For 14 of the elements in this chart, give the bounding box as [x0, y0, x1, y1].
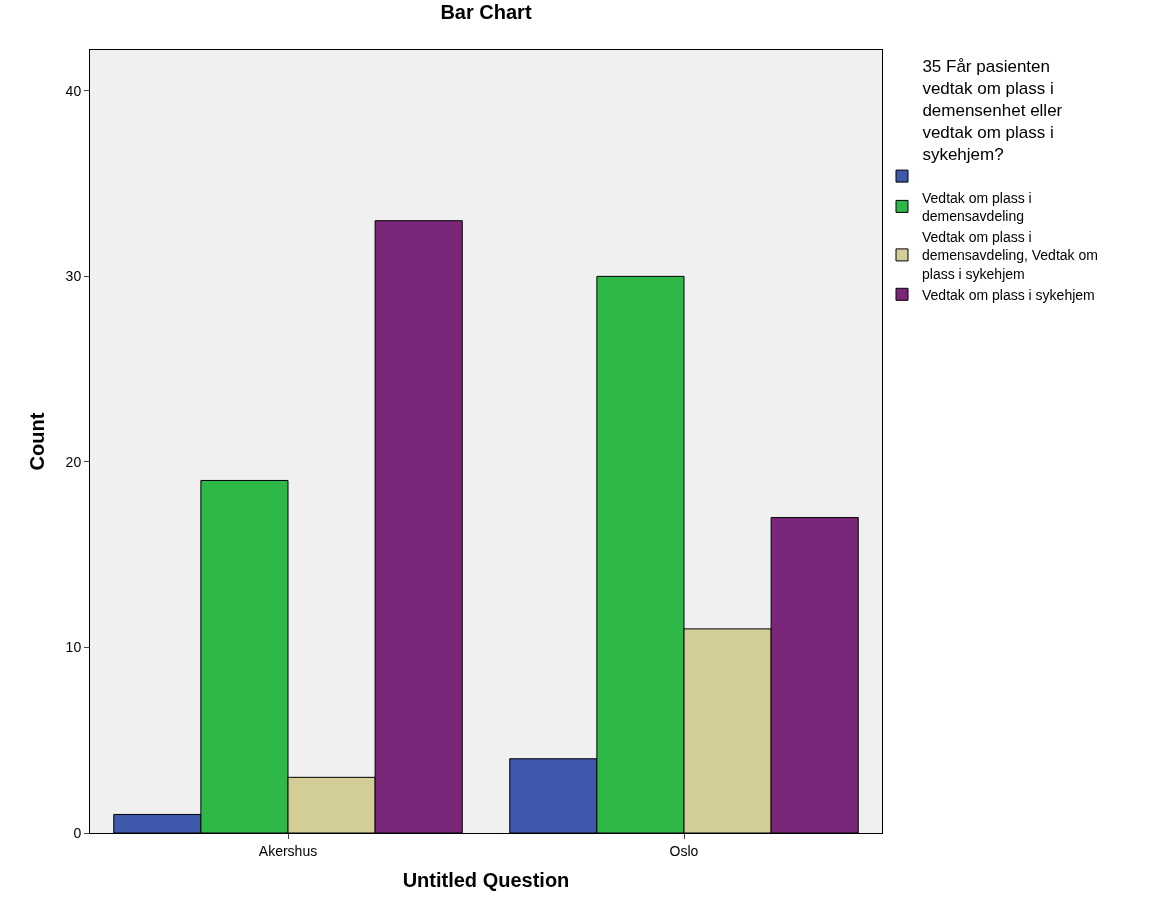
y-tick-label: 20: [65, 453, 82, 470]
x-axis-title: Untitled Question: [402, 869, 570, 892]
y-tick-label: 10: [65, 639, 82, 656]
chart-title: Bar Chart: [440, 0, 532, 23]
x-tick-label: Oslo: [669, 842, 699, 859]
legend-label: Vedtak om plass i demensavdeling: [922, 189, 1032, 224]
legend-title: 35 Får pasienten vedtak om plass i demensenhet eller vedtak om plass i sykehjem?: [922, 57, 1063, 165]
y-tick-label: 30: [65, 268, 82, 285]
y-tick-label: 0: [73, 824, 82, 841]
y-tick-label: 40: [65, 82, 82, 99]
y-axis-title: Count: [26, 412, 49, 471]
x-tick-label: Akershus: [258, 842, 318, 859]
legend-label: Vedtak om plass i demensavdeling, Vedtak om plass i sykehjem: [922, 229, 1098, 282]
legend-label: Vedtak om plass i sykehjem: [922, 286, 1095, 303]
